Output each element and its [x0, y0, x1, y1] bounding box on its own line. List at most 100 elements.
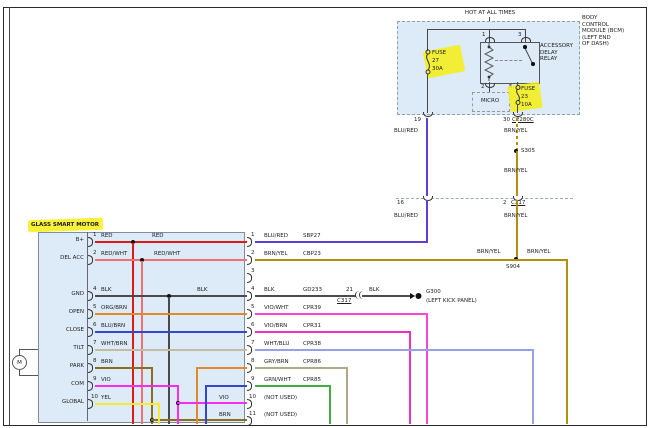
motor-pin-name-open: OPEN [68, 309, 84, 315]
wire-viowht-h [255, 313, 428, 315]
circuit-id-6: CPR31 [303, 323, 321, 329]
splice-redwht-dot [140, 258, 144, 262]
circuit-color-1: BLU/RED [264, 233, 288, 239]
wire-blu-red-h [255, 241, 428, 243]
wire-grybrn-v [346, 367, 348, 424]
inline-connector-icon-a [355, 291, 360, 299]
bcm-connector-name: C2280C [512, 117, 534, 123]
conn-num-10: 10 [249, 394, 256, 400]
ground-location: (LEFT KICK PANEL) [426, 298, 477, 304]
motor-pin-num-10: 10 [91, 394, 98, 400]
wire-whtblu-h [255, 349, 534, 351]
wire-brn-yel-branch-v [566, 259, 568, 424]
bcm-pin30-number: 30 [503, 117, 510, 123]
wire-label-red: RED [101, 233, 113, 239]
relay-pin1-number: 1 [482, 32, 486, 38]
c317-name: C317 [511, 200, 526, 206]
relay-switch-pivot [523, 45, 527, 49]
relay-box [480, 42, 540, 84]
wire-whtblu-v [532, 349, 534, 424]
circuit-color-8: GRY/BRN [264, 359, 289, 365]
motor-pin-name-com: COM [71, 381, 84, 387]
motor-pin-name-close: CLOSE [65, 327, 84, 333]
wire-grnwht-h [255, 385, 331, 387]
wire-yel-h [95, 403, 160, 405]
circuit-id-7: CPR38 [303, 341, 321, 347]
page-border [3, 7, 647, 426]
relay-caption: ACCESSORY DELAY RELAY [540, 43, 573, 62]
wire-orgbrn2-v [196, 367, 198, 424]
relay-pin1-lead [489, 29, 490, 43]
splice-s305-label: S305 [521, 148, 535, 154]
conn-num-1: 1 [251, 232, 255, 238]
wire-blk-out-h2 [362, 295, 412, 297]
conn-num-11: 11 [249, 411, 256, 417]
splice-red-dot [131, 240, 135, 244]
wire-blu-red-label-1: BLU/RED [394, 128, 418, 134]
wire-brn-yel-dashed [516, 118, 518, 151]
wire-brn-yel-v2 [516, 200, 518, 260]
motor-pin-num-4: 4 [93, 286, 97, 292]
circuit-color-4: BLK [264, 287, 275, 293]
bcm-feed-line [427, 29, 526, 30]
relay-switch-tip [531, 62, 535, 66]
motor-pin-num-1: 1 [93, 232, 97, 238]
relay-pin3-number: 3 [518, 32, 522, 38]
circuit-id-5: CPR39 [303, 305, 321, 311]
motor-pin-num-2: 2 [93, 250, 97, 256]
motor-pin-name-park: PARK [69, 363, 84, 369]
wire-label-redwht-2: RED/WHT [154, 251, 181, 257]
c317-pin16-connector [423, 196, 433, 201]
circuit-color-5: VIO/WHT [264, 305, 289, 311]
circuit-color-7: WHT/BLU [264, 341, 290, 347]
page-border-inner [9, 7, 10, 425]
wire-viowht-v [426, 313, 428, 424]
fuse27-caption: FUSE 27 30A [432, 50, 447, 72]
c317-pin16-number: 16 [397, 200, 404, 206]
c317-connector-line [396, 198, 573, 199]
wire-brn-v [151, 367, 153, 424]
motor-pin-num-5: 5 [93, 304, 97, 310]
relay-pin3-lead [525, 29, 526, 43]
circuit-color-6: VIO/BRN [264, 323, 288, 329]
wire-yel-v [158, 403, 160, 424]
fuse27-symbol [425, 49, 431, 75]
wire-label-red-2: RED [152, 233, 164, 239]
motor-pin-num-6: 6 [93, 322, 97, 328]
ground-symbol [410, 293, 422, 299]
motor-pin-num-7: 7 [93, 340, 97, 346]
wire-label-brn: BRN [101, 359, 113, 365]
splice-blk-dot [167, 294, 171, 298]
c317-pin2-number: 2 [503, 200, 507, 206]
circuit-color-11: (NOT USED) [264, 412, 298, 418]
hot-at-all-times-label: HOT AT ALL TIMES [464, 10, 516, 16]
bcm-pin30-connector [513, 112, 523, 117]
wire-redwht-v [141, 261, 143, 424]
conn-num-4: 4 [251, 286, 255, 292]
splice-s904-label: S904 [506, 264, 520, 270]
fuse23-caption: FUSE 23 10A [521, 86, 536, 108]
relay-pin2-connector [485, 83, 495, 88]
circuit-id-2: CBP23 [303, 251, 321, 257]
ground-wire-label: BLK [369, 287, 380, 293]
conn-num-5: 5 [251, 304, 255, 310]
wire-viobrn-v [409, 331, 411, 424]
wire-label-vio: VIO [101, 377, 111, 383]
wire-brn-yel-v1 [516, 151, 518, 196]
wire-vio-h1 [95, 385, 179, 387]
motor-title: GLASS SMART MOTOR [31, 222, 100, 228]
wire-grnwht-v [329, 385, 331, 424]
motor-pin-name-global: GLOBAL [61, 399, 84, 405]
motor-pin-num-8: 8 [93, 358, 97, 364]
wire-orgbrn-h [95, 313, 247, 315]
relay-pin2-number: 2 [481, 84, 485, 90]
ground-break-conn: C317 [337, 298, 352, 304]
wire-brn-h1 [95, 367, 153, 369]
micro-label: MICRO [480, 98, 500, 104]
motor-stub-1a [19, 349, 20, 356]
conn-num-3: 3 [251, 268, 255, 274]
wire-blu-red-label-2: BLU/RED [394, 213, 418, 219]
motor-pin-name-delacc: DEL ACC [60, 255, 84, 261]
wire-label-blk-2: BLK [197, 287, 208, 293]
circuit-color-2: BRN/YEL [264, 251, 288, 257]
